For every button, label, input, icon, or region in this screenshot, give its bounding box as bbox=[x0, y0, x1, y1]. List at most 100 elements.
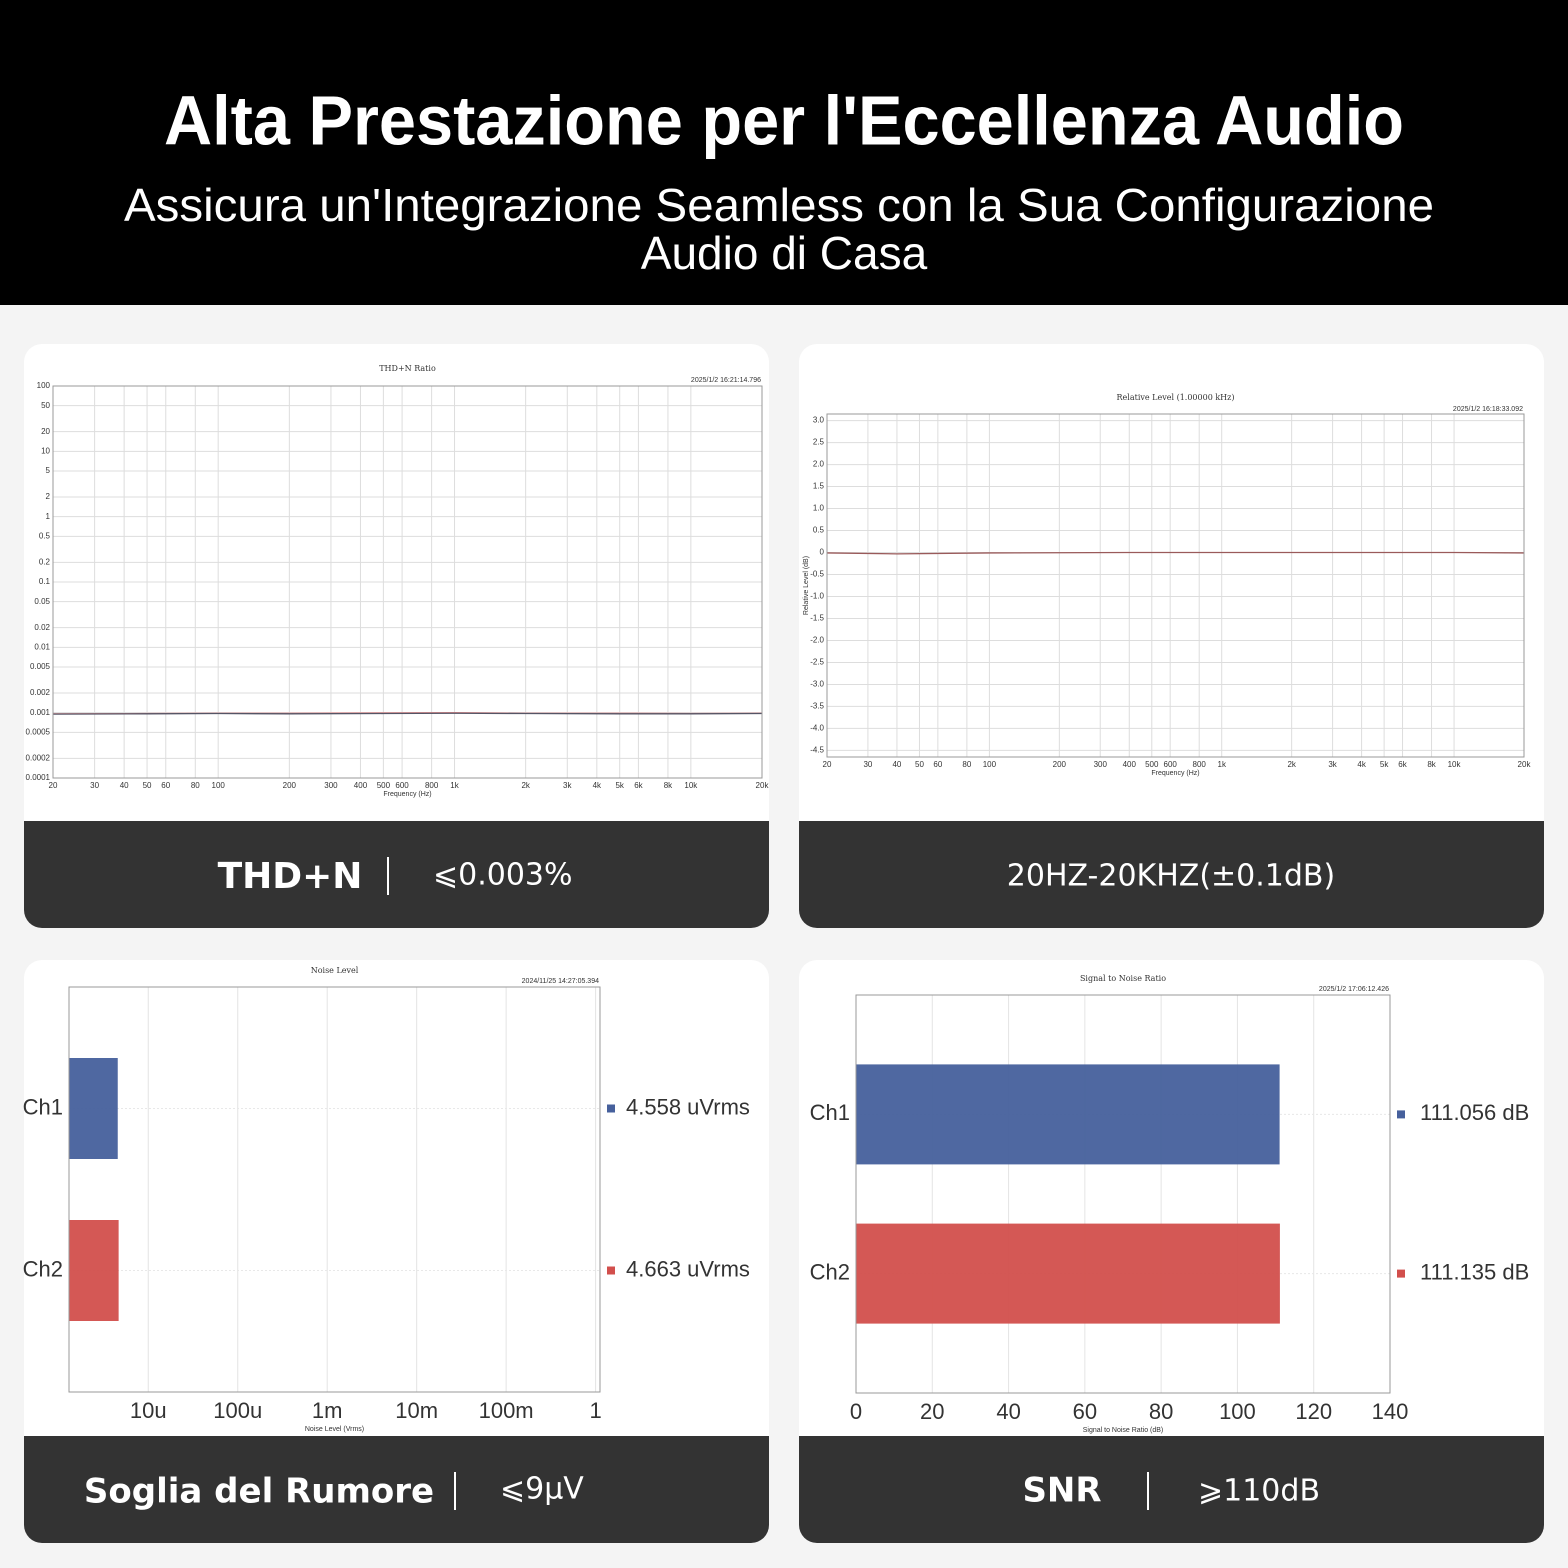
x-tick-label: 40 bbox=[996, 1399, 1020, 1424]
y-tick-label: 0.02 bbox=[34, 623, 50, 632]
caption-label: Soglia del Rumore bbox=[84, 1472, 434, 1512]
x-tick-label: 60 bbox=[161, 781, 170, 790]
timestamp: 2025/1/2 16:21:14.796 bbox=[691, 377, 761, 384]
x-tick-label: 80 bbox=[191, 781, 200, 790]
y-tick-label: 0 bbox=[820, 548, 825, 557]
y-tick-label: 1 bbox=[46, 512, 51, 521]
x-tick-label: 3k bbox=[1328, 760, 1337, 769]
card bbox=[799, 344, 1544, 928]
x-tick-label: 800 bbox=[1193, 760, 1207, 769]
legend-marker bbox=[1397, 1110, 1405, 1119]
y-tick-label: -4.5 bbox=[810, 746, 824, 755]
card bbox=[24, 344, 769, 928]
x-tick-label: 6k bbox=[634, 781, 643, 790]
timestamp: 2025/1/2 16:18:33.092 bbox=[1453, 406, 1523, 413]
y-tick-label: 100 bbox=[37, 381, 51, 390]
x-tick-label: 100m bbox=[479, 1398, 534, 1423]
y-tick-label: 20 bbox=[41, 427, 50, 436]
x-tick-label: 10k bbox=[684, 781, 698, 790]
x-tick-label: 20k bbox=[1518, 760, 1532, 769]
x-axis-label: Frequency (Hz) bbox=[383, 791, 431, 798]
caption-value: ⩽0.003% bbox=[433, 858, 573, 893]
x-tick-label: 200 bbox=[283, 781, 297, 790]
caption-value: ⩽9μV bbox=[500, 1472, 584, 1507]
x-tick-label: 400 bbox=[354, 781, 368, 790]
legend-marker bbox=[607, 1104, 615, 1113]
timestamp: 2025/1/2 17:06:12.426 bbox=[1319, 986, 1389, 993]
caption-value: ⩾110dB bbox=[1198, 1474, 1320, 1509]
x-tick-label: 500 bbox=[377, 781, 391, 790]
plot-frame bbox=[52, 385, 763, 779]
x-tick-label: 20 bbox=[49, 781, 58, 790]
y-tick-label: -1.5 bbox=[810, 614, 824, 623]
category-label: Ch1 bbox=[23, 1094, 63, 1119]
x-tick-label: 5k bbox=[1380, 760, 1389, 769]
x-tick-label: 1 bbox=[589, 1398, 601, 1423]
x-tick-label: 40 bbox=[892, 760, 901, 769]
y-tick-label: 0.005 bbox=[30, 662, 51, 671]
chart-title: THD+N Ratio bbox=[379, 364, 436, 373]
legend-marker bbox=[607, 1266, 615, 1275]
x-tick-label: 800 bbox=[425, 781, 439, 790]
x-tick-label: 100u bbox=[213, 1398, 262, 1423]
x-tick-label: 200 bbox=[1053, 760, 1067, 769]
caption-label: SNR bbox=[1022, 1471, 1101, 1511]
timestamp: 2024/11/25 14:27:05.394 bbox=[522, 978, 599, 985]
caption-bar bbox=[799, 821, 1544, 845]
x-tick-label: 2k bbox=[521, 781, 530, 790]
x-tick-label: 5k bbox=[615, 781, 624, 790]
chart-title: Signal to Noise Ratio bbox=[1080, 974, 1166, 983]
y-tick-label: 0.001 bbox=[30, 708, 51, 717]
x-tick-label: 60 bbox=[1073, 1399, 1097, 1424]
x-tick-label: 4k bbox=[593, 781, 602, 790]
header-subtitle: Assicura un'Integrazione Seamless con la… bbox=[124, 179, 1434, 231]
y-tick-label: 0.5 bbox=[813, 526, 825, 535]
value-label: 111.056 dB bbox=[1420, 1100, 1529, 1125]
x-tick-label: 120 bbox=[1295, 1399, 1332, 1424]
y-tick-label: -0.5 bbox=[810, 570, 824, 579]
y-tick-label: 0.2 bbox=[39, 557, 51, 566]
caption-label: 20HZ-20KHZ(±0.1dB) bbox=[1007, 859, 1335, 894]
y-tick-label: 0.0002 bbox=[26, 753, 51, 762]
y-tick-label: -2.0 bbox=[810, 636, 824, 645]
y-tick-label: 2 bbox=[46, 492, 51, 501]
x-tick-label: 80 bbox=[962, 760, 971, 769]
x-tick-label: 100 bbox=[1219, 1399, 1256, 1424]
y-tick-label: -4.0 bbox=[810, 724, 824, 733]
x-tick-label: 50 bbox=[143, 781, 152, 790]
header-band bbox=[0, 0, 1568, 305]
x-tick-label: 0 bbox=[850, 1399, 862, 1424]
x-tick-label: 100 bbox=[983, 760, 997, 769]
card bbox=[24, 960, 769, 1543]
x-tick-label: 1k bbox=[450, 781, 459, 790]
x-tick-label: 600 bbox=[395, 781, 409, 790]
x-tick-label: 30 bbox=[90, 781, 99, 790]
x-tick-label: 6k bbox=[1398, 760, 1407, 769]
chart-title: Noise Level bbox=[311, 966, 359, 975]
y-tick-label: 0.1 bbox=[39, 577, 51, 586]
x-tick-label: 10u bbox=[130, 1398, 167, 1423]
x-tick-label: 20 bbox=[920, 1399, 944, 1424]
value-label: 4.558 uVrms bbox=[626, 1094, 750, 1119]
category-label: Ch1 bbox=[810, 1100, 850, 1125]
bar bbox=[69, 1058, 118, 1159]
bar bbox=[856, 1064, 1280, 1165]
x-axis-label: Signal to Noise Ratio (dB) bbox=[1083, 1427, 1164, 1434]
y-tick-label: 3.0 bbox=[813, 416, 825, 425]
x-tick-label: 40 bbox=[120, 781, 129, 790]
chart-title: Relative Level (1.00000 kHz) bbox=[1117, 393, 1235, 402]
x-tick-label: 4k bbox=[1357, 760, 1366, 769]
x-tick-label: 300 bbox=[1094, 760, 1108, 769]
plot-frame bbox=[68, 986, 601, 1393]
x-tick-label: 1k bbox=[1218, 760, 1227, 769]
y-tick-label: -3.5 bbox=[810, 702, 824, 711]
x-tick-label: 3k bbox=[563, 781, 572, 790]
category-label: Ch2 bbox=[23, 1256, 63, 1281]
x-tick-label: 60 bbox=[933, 760, 942, 769]
x-tick-label: 8k bbox=[1427, 760, 1436, 769]
caption-bar bbox=[799, 821, 1544, 928]
y-tick-label: 5 bbox=[46, 466, 51, 475]
caption-label: THD+N bbox=[218, 856, 363, 897]
caption-bar bbox=[24, 1436, 769, 1543]
